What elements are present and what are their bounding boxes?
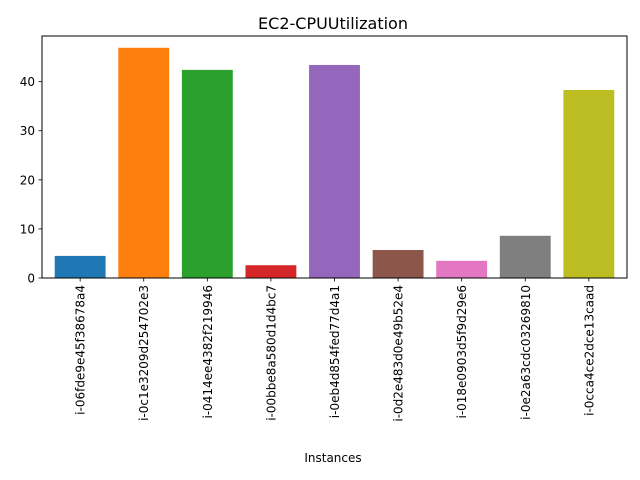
bar-i-06fde9e45f38678a4 <box>54 255 106 278</box>
bar-i-00bbe8a580d1d4bc7 <box>245 265 297 278</box>
bar-i-0cca4ce2dce13caad <box>563 89 615 278</box>
bars-group <box>54 47 615 279</box>
y-axis: 0 10 20 30 40 <box>20 75 42 286</box>
bar-i-0414ee4382f219946 <box>181 69 233 279</box>
bar-i-0eb4d854fed77d4a1 <box>309 64 360 279</box>
x-tick-label: i-0eb4d854fed77d4a1 <box>328 285 342 418</box>
y-tick-label: 10 <box>20 222 35 236</box>
y-tick-label: 0 <box>27 272 35 286</box>
x-tick-label: i-06fde9e45f38678a4 <box>74 285 88 415</box>
bar-i-0d2e483d0e49b52e4 <box>372 250 424 278</box>
plot-frame <box>41 35 628 279</box>
x-tick-label: i-0cca4ce2dce13caad <box>582 285 596 416</box>
x-tick-label: i-0c1e3209d254702e3 <box>137 285 151 421</box>
y-tick-label: 30 <box>20 124 35 138</box>
x-tick-label: i-0e2a63cdc03269810 <box>519 285 533 420</box>
x-tick-label: i-0d2e483d0e49b52e4 <box>392 285 406 422</box>
x-tick-label: i-018e0903d5f9d29e6 <box>455 285 469 419</box>
x-tick-label: i-0414ee4382f219946 <box>201 285 215 419</box>
x-axis: i-06fde9e45f38678a4 i-0c1e3209d254702e3 i-… <box>74 278 596 422</box>
y-tick-label: 40 <box>20 75 35 89</box>
x-tick-label: i-00bbe8a580d1d4bc7 <box>264 285 278 421</box>
chart-title: EC2-CPUUtilization <box>258 14 408 33</box>
x-axis-label: Instances <box>304 451 361 465</box>
y-tick-label: 20 <box>20 173 35 187</box>
bar-i-018e0903d5f9d29e6 <box>436 260 488 278</box>
bar-i-0c1e3209d254702e3 <box>118 47 170 279</box>
bar-i-0e2a63cdc03269810 <box>499 235 551 278</box>
